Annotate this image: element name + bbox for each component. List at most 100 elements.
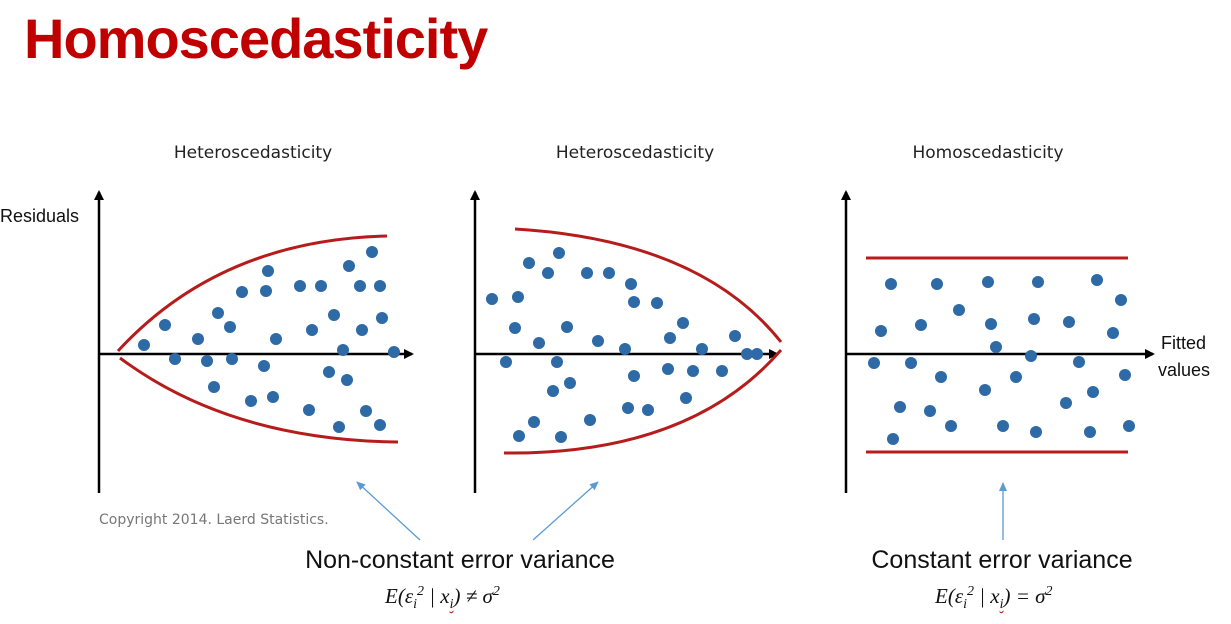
middle-lower-envelope (503, 349, 783, 455)
left-panel-residuals (138, 246, 400, 433)
panel-title-left: Heteroscedasticity (173, 143, 333, 163)
residual-dot (982, 276, 994, 288)
residual-dot (542, 267, 554, 279)
residual-dot (924, 405, 936, 417)
residual-dot (1123, 420, 1135, 432)
residual-dot (315, 280, 327, 292)
caption-right: Constant error variance (871, 546, 1133, 574)
residual-dot (751, 348, 763, 360)
residual-dot (887, 433, 899, 445)
pointer-arrow-middle (532, 481, 599, 541)
left-panel-axes (94, 190, 414, 493)
panel-title-right: Homoscedasticity (912, 143, 1064, 163)
residual-dot (625, 278, 637, 290)
residual-dot (680, 392, 692, 404)
residual-dot (343, 260, 355, 272)
page-title: Homoscedasticity (24, 7, 488, 70)
residual-dot (303, 404, 315, 416)
residual-dot (1115, 294, 1127, 306)
residual-dot (953, 304, 965, 316)
residual-dot (159, 319, 171, 331)
residual-dot (260, 285, 272, 297)
residual-dot (935, 371, 947, 383)
residual-dot (1010, 371, 1022, 383)
middle-panel-axes (470, 190, 779, 493)
residual-dot (236, 286, 248, 298)
residual-dot (366, 246, 378, 258)
middle-upper-envelope (514, 227, 783, 343)
residual-dot (547, 385, 559, 397)
residual-dot (885, 278, 897, 290)
caption-left: Non-constant error variance (305, 546, 615, 574)
residual-dot (513, 430, 525, 442)
residual-dot (270, 333, 282, 345)
residual-dot (201, 355, 213, 367)
pointer-arrow-left (356, 481, 421, 541)
residual-dot (533, 337, 545, 349)
residual-dot (677, 317, 689, 329)
residual-dot (868, 357, 880, 369)
residual-dot (323, 366, 335, 378)
residual-dot (729, 330, 741, 342)
residual-dot (374, 419, 386, 431)
formula-right: E(εi2 | xi) = σ2 (935, 584, 1053, 613)
residual-dot (696, 343, 708, 355)
residual-dot (500, 356, 512, 368)
residual-dot (1032, 276, 1044, 288)
residual-dot (328, 309, 340, 321)
right-panel-axes (841, 190, 1155, 493)
residual-dot (592, 335, 604, 347)
formula-left: E(εi2 | xi) ≠ σ2 (385, 584, 500, 613)
residual-dot (894, 401, 906, 413)
left-lower-envelope (119, 356, 399, 444)
residual-dot (581, 267, 593, 279)
residual-dot (1060, 397, 1072, 409)
x-axis-label-line1: Fitted (1161, 333, 1207, 353)
copyright-text: Copyright 2014. Laerd Statistics. (99, 512, 329, 528)
residual-dot (294, 280, 306, 292)
residual-dot (333, 421, 345, 433)
residual-dot (622, 402, 634, 414)
residual-dot (651, 297, 663, 309)
residual-dot (642, 404, 654, 416)
residual-dot (1091, 274, 1103, 286)
residual-dot (509, 322, 521, 334)
residual-dot (1073, 356, 1085, 368)
residual-dot (628, 370, 640, 382)
residual-dot (267, 391, 279, 403)
residual-dot (990, 341, 1002, 353)
residual-dot (337, 344, 349, 356)
residual-dot (245, 395, 257, 407)
residual-dot (997, 420, 1009, 432)
residual-dot (561, 321, 573, 333)
residual-dot (192, 333, 204, 345)
residual-dot (354, 280, 366, 292)
residual-dot (628, 296, 640, 308)
residual-dot (551, 356, 563, 368)
residual-dot (169, 353, 181, 365)
residual-dot (258, 360, 270, 372)
y-axis-label: Residuals (0, 206, 80, 226)
residual-dot (741, 348, 753, 360)
residual-dot (262, 265, 274, 277)
residual-dot (555, 431, 567, 443)
residual-dot (915, 319, 927, 331)
residual-dot (1084, 426, 1096, 438)
residual-dot (716, 365, 728, 377)
residual-dot (945, 420, 957, 432)
residual-dot (528, 416, 540, 428)
residual-dot (360, 405, 372, 417)
residual-dot (486, 293, 498, 305)
residual-dot (985, 318, 997, 330)
residual-dot (1119, 369, 1131, 381)
x-axis-label-line2: values (1158, 360, 1211, 380)
residual-dot (905, 357, 917, 369)
residual-dot (208, 381, 220, 393)
residual-dot (687, 365, 699, 377)
residual-dot (875, 325, 887, 337)
residual-dot (306, 324, 318, 336)
residual-dot (341, 374, 353, 386)
residual-dot (664, 332, 676, 344)
residual-dot (138, 339, 150, 351)
